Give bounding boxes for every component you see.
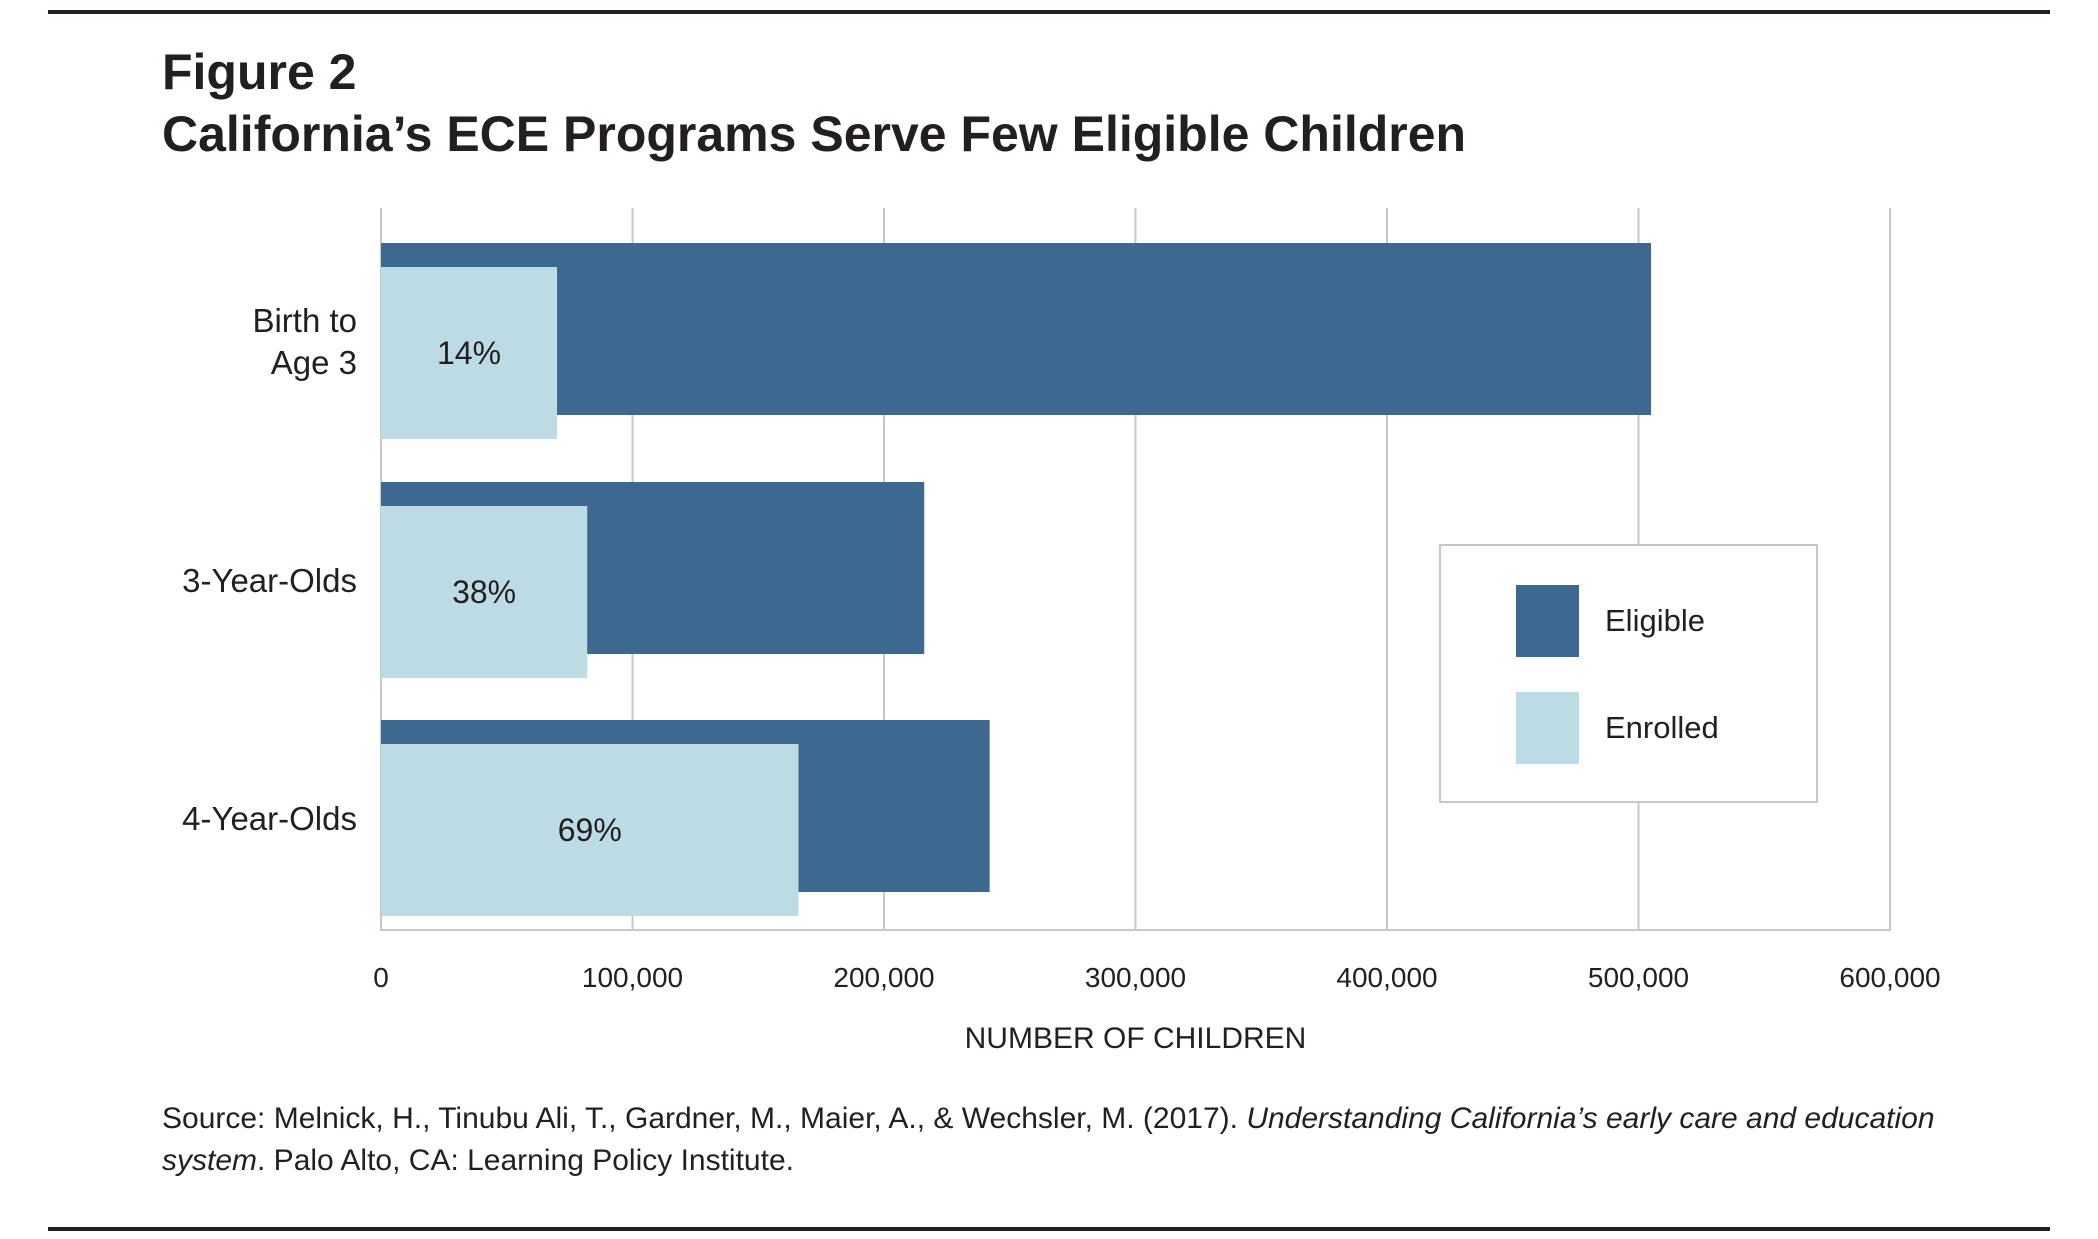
bar-label-2: 38%	[452, 574, 516, 610]
x-tick-label-1: 100,000	[582, 962, 683, 993]
source-suffix: . Palo Alto, CA: Learning Policy Institu…	[257, 1144, 794, 1177]
bar-enrolled-3	[381, 744, 799, 916]
x-tick-label-3: 300,000	[1085, 962, 1186, 993]
category-label-1-line-2: Age 3	[271, 344, 357, 381]
bar-enrolled-1	[381, 267, 558, 439]
source-title: Understanding California’s early care an…	[162, 1102, 1935, 1177]
figure-title: California’s ECE Programs Serve Few Elig…	[162, 106, 1467, 162]
x-tick-label-4: 400,000	[1336, 962, 1437, 993]
category-label-2: 3-Year-Olds	[182, 562, 357, 599]
bar-label-1: 14%	[437, 335, 501, 371]
legend-box	[1439, 544, 1818, 803]
bar-enrolled-2	[381, 506, 588, 678]
category-label-1-line-1: Birth to	[252, 302, 357, 339]
category-label-3: 4-Year-Olds	[182, 800, 357, 837]
figure-label: Figure 2	[162, 44, 357, 100]
bar-label-3: 69%	[558, 812, 622, 848]
x-tick-label-0: 0	[373, 962, 389, 993]
legend-label-enrolled: Enrolled	[1605, 710, 1719, 745]
x-tick-label-5: 500,000	[1588, 962, 1689, 993]
legend-swatch-enrolled	[1516, 692, 1579, 764]
source-prefix: Source: Melnick, H., Tinubu Ali, T., Gar…	[162, 1102, 1247, 1135]
x-axis-title: NUMBER OF CHILDREN	[965, 1022, 1307, 1055]
legend-swatch-eligible	[1516, 585, 1579, 657]
x-tick-label-6: 600,000	[1839, 962, 1940, 993]
source-note: Source: Melnick, H., Tinubu Ali, T., Gar…	[162, 1098, 1962, 1182]
x-tick-label-2: 200,000	[833, 962, 934, 993]
top-rule	[48, 10, 2050, 14]
legend-label-eligible: Eligible	[1605, 603, 1705, 638]
bar-eligible-1	[381, 243, 1652, 415]
bottom-rule	[48, 1227, 2050, 1231]
